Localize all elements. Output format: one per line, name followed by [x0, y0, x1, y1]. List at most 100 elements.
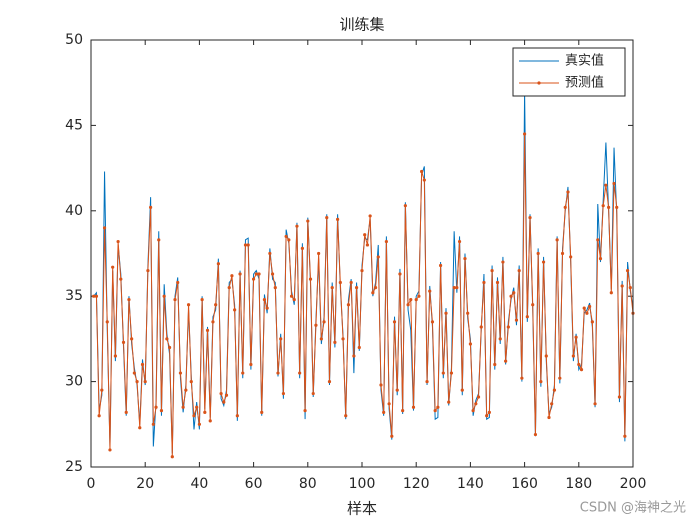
data-point [498, 337, 502, 341]
data-point [184, 388, 188, 392]
data-point [474, 402, 478, 406]
data-point [273, 286, 277, 290]
data-point [189, 380, 193, 384]
data-point [585, 311, 589, 315]
data-point [346, 303, 351, 307]
data-point [460, 388, 464, 392]
data-point [319, 337, 323, 341]
data-point [588, 304, 592, 309]
data-point [105, 320, 109, 324]
data-point [414, 298, 418, 302]
data-point [425, 380, 429, 384]
data-point [238, 272, 242, 276]
data-point [146, 268, 150, 273]
data-point [571, 354, 575, 358]
data-point [322, 320, 326, 324]
data-point [159, 409, 164, 413]
data-point [92, 294, 96, 298]
data-point [514, 318, 519, 322]
data-point [208, 419, 212, 423]
y-tick-label: 25 [65, 459, 83, 475]
data-point [252, 277, 256, 281]
data-point [560, 251, 565, 256]
data-point [262, 298, 267, 302]
data-point [495, 280, 500, 285]
data-point [130, 337, 134, 341]
axes-box [90, 39, 634, 468]
data-point [541, 260, 546, 264]
data-point [487, 410, 491, 414]
data-point [520, 376, 524, 380]
data-point [471, 409, 475, 413]
y-tick-label: 35 [65, 288, 83, 304]
data-point [620, 284, 624, 288]
data-point [276, 371, 280, 375]
chart-title: 训练集 [339, 16, 384, 34]
data-point [463, 257, 467, 261]
data-point [533, 432, 538, 437]
x-tick-label: 180 [565, 476, 592, 492]
data-point [314, 323, 318, 327]
data-point [124, 410, 128, 414]
data-line [93, 133, 634, 457]
data-point [449, 371, 454, 375]
data-point [311, 391, 315, 396]
data-point [214, 303, 218, 307]
data-point [317, 251, 321, 256]
data-point [444, 311, 448, 315]
data-point [371, 291, 375, 295]
data-point [601, 204, 605, 208]
data-point [94, 294, 99, 298]
data-point [579, 368, 584, 372]
data-point [224, 393, 229, 397]
data-point [143, 380, 147, 384]
data-point [504, 359, 508, 363]
data-point [111, 265, 115, 269]
data-point [162, 294, 166, 298]
y-tick-label: 45 [65, 117, 83, 133]
data-point [517, 268, 521, 273]
data-point [227, 286, 231, 290]
data-point [452, 286, 456, 290]
data-point [398, 272, 402, 276]
data-point [555, 238, 559, 242]
data-point [390, 434, 394, 438]
data-point [457, 239, 462, 244]
data-point [127, 298, 131, 302]
data-point [219, 391, 223, 396]
data-point [292, 298, 296, 302]
data-point [243, 243, 248, 247]
data-point [186, 303, 191, 307]
data-point [455, 286, 459, 290]
data-point [539, 380, 543, 384]
data-point [241, 371, 245, 375]
data-point [254, 272, 258, 276]
x-tick-label: 200 [620, 476, 647, 492]
data-point [336, 217, 340, 221]
legend-label: 真实值 [565, 53, 604, 69]
data-point [325, 216, 329, 220]
data-point [422, 178, 426, 182]
data-point [544, 354, 548, 358]
data-point [270, 272, 275, 276]
data-point [341, 337, 345, 341]
data-point [430, 320, 435, 324]
x-tick-label: 120 [403, 476, 430, 492]
data-point [596, 238, 600, 242]
data-point [357, 345, 361, 350]
data-point [509, 294, 513, 298]
data-point [181, 405, 185, 409]
data-point [569, 255, 573, 259]
data-point [417, 294, 421, 298]
y-tick-label: 30 [65, 374, 83, 390]
data-point [479, 325, 483, 329]
data-point [612, 181, 616, 186]
data-point [246, 243, 250, 247]
data-point [550, 402, 554, 406]
data-point [387, 402, 391, 406]
data-point [447, 400, 451, 404]
data-point [501, 260, 505, 264]
data-point [260, 410, 264, 414]
data-point [97, 414, 101, 418]
data-point [617, 395, 622, 399]
